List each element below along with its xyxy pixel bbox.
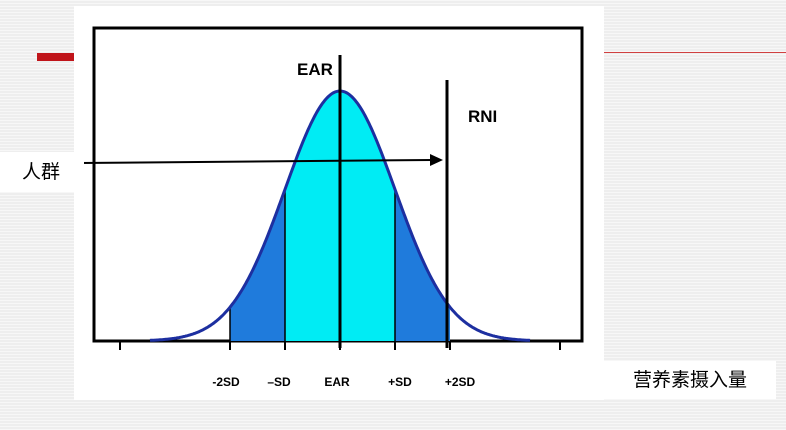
population-arrow	[79, 154, 443, 166]
tick-label-plus2sd: +2SD	[445, 375, 476, 389]
tick-label-minus2sd: -2SD	[212, 375, 240, 389]
red-accent-bar	[37, 53, 77, 61]
tick-label-minus1sd: –SD	[267, 375, 291, 389]
red-accent-line	[604, 52, 786, 53]
axis-title: 营养素摄入量	[604, 361, 776, 399]
tick-label-plus1sd: +SD	[388, 375, 412, 389]
axis-ticks	[119, 341, 561, 350]
ear-label: EAR	[297, 60, 333, 79]
rni-label: RNI	[468, 107, 497, 126]
population-label: 人群	[0, 152, 84, 192]
tick-label-ear: EAR	[324, 375, 350, 389]
